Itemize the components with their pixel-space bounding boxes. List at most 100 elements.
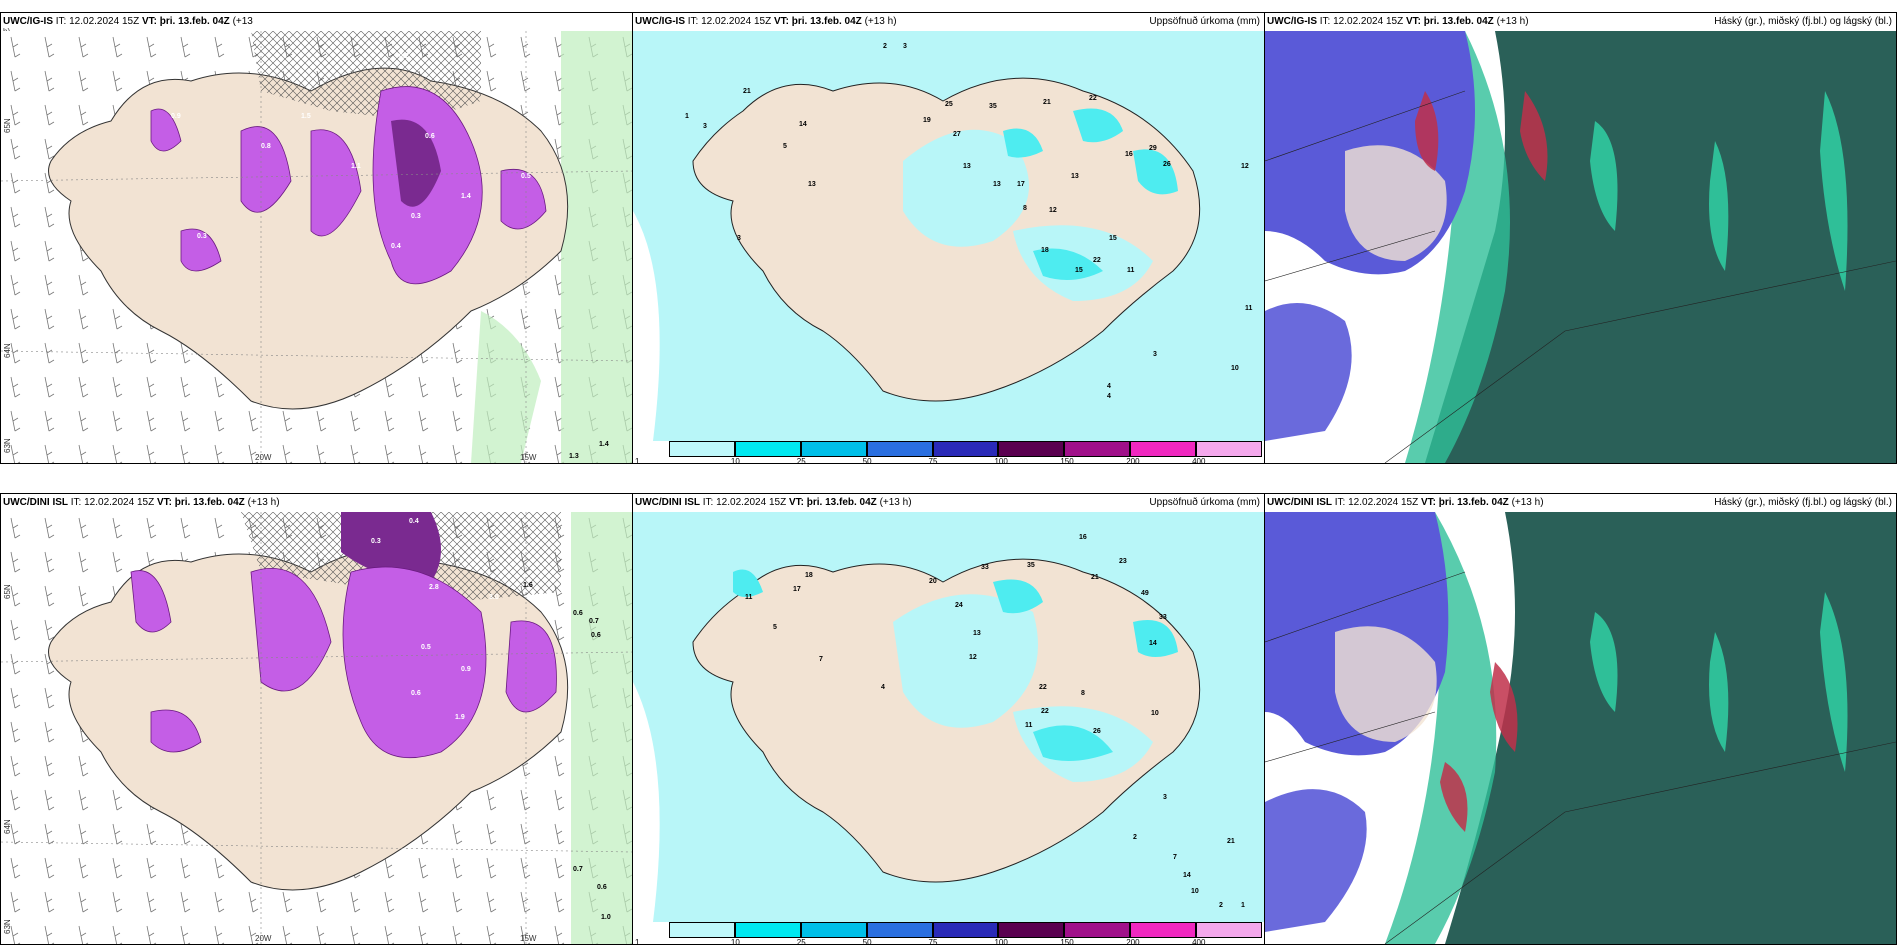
rain-value: 0.6 <box>597 884 607 891</box>
lon-label: 20W <box>255 453 272 462</box>
precip-colorbar: 1 10 25 50 75 100 150 200 400 <box>633 441 1264 463</box>
colorbar-tick-label: 200 <box>1126 938 1140 945</box>
colorbar-swatch <box>866 441 933 457</box>
colorbar-tick-label: 10 <box>730 457 740 464</box>
precip-value: 4 <box>1107 383 1111 390</box>
precip-value: 16 <box>1125 151 1133 158</box>
precip-value: 1 <box>1241 902 1245 909</box>
precip-value: 10 <box>1151 710 1159 717</box>
lon-label: 20W <box>255 934 272 943</box>
precip-value: 5 <box>773 624 777 631</box>
snow-value: 0.9 <box>171 113 181 120</box>
precip-value: 22 <box>1093 257 1101 264</box>
precip-value: 4 <box>1107 393 1111 400</box>
panel-title: UWC/IG-IS IT: 12.02.2024 15Z VT: þri. 13… <box>633 13 1264 31</box>
wind-snow-map <box>1 31 632 463</box>
snow-value: 0.3 <box>371 538 381 545</box>
precip-value: 3 <box>703 123 707 130</box>
rain-value: 0.7 <box>589 618 599 625</box>
precip-value: 10 <box>1231 365 1239 372</box>
panel-title: UWC/DINI ISL IT: 12.02.2024 15Z VT: þri.… <box>3 497 280 508</box>
wind-snow-map <box>1 512 632 944</box>
precip-value: 12 <box>969 654 977 661</box>
precip-value: 3 <box>1163 794 1167 801</box>
panel-field-label: Háský (gr.), miðský (fj.bl.) og lágský (… <box>1714 16 1892 27</box>
precip-value: 33 <box>981 564 989 571</box>
rain-value: 0.7 <box>573 866 583 873</box>
precip-value: 5 <box>783 143 787 150</box>
lat-label: 65N <box>3 584 12 599</box>
precip-value: 14 <box>1183 872 1191 879</box>
snow-value: 0.5 <box>421 644 431 651</box>
colorbar-swatch <box>866 922 933 938</box>
precip-colorbar: 1 10 25 50 75 100 150 200 400 <box>633 922 1264 944</box>
precip-value: 35 <box>989 103 997 110</box>
colorbar-tick-label: 150 <box>1060 938 1074 945</box>
precip-value: 7 <box>1173 854 1177 861</box>
precip-value: 8 <box>1081 690 1085 697</box>
panel-field-label: Háský (gr.), miðský (fj.bl.) og lágský (… <box>1714 497 1892 508</box>
precip-value: 26 <box>1163 161 1171 168</box>
rain-value: 0.6 <box>573 610 583 617</box>
snow-value: 3.0 <box>489 594 499 601</box>
precip-value: 17 <box>793 586 801 593</box>
precip-value: 25 <box>945 101 953 108</box>
precip-value: 13 <box>1071 173 1079 180</box>
snow-value: 1.1 <box>351 163 361 170</box>
snow-value: 0.5 <box>521 173 531 180</box>
precip-value: 29 <box>1149 145 1157 152</box>
lon-label: 15W <box>520 934 537 943</box>
snow-value: 0.6 <box>411 690 421 697</box>
precip-value: 2 <box>883 43 887 50</box>
precip-value: 26 <box>1093 728 1101 735</box>
snow-value: 0.9 <box>461 666 471 673</box>
precip-value: 15 <box>1109 235 1117 242</box>
precip-value: 13 <box>808 181 816 188</box>
panel-field-label: Uppsöfnuð úrkoma (mm) <box>1149 497 1260 508</box>
precip-map <box>633 31 1264 441</box>
panel-title: UWC/IG-IS IT: 12.02.2024 15Z VT: þri. 13… <box>3 16 253 27</box>
colorbar-swatch <box>1196 441 1262 457</box>
panel-field-label: Uppsöfnuð úrkoma (mm) <box>1149 16 1260 27</box>
snow-value: 2.8 <box>429 584 439 591</box>
precip-value: 20 <box>929 578 937 585</box>
precip-value: 21 <box>743 88 751 95</box>
rain-value: 1.0 <box>601 914 611 921</box>
precip-value: 12 <box>1049 207 1057 214</box>
precip-value: 22 <box>1041 708 1049 715</box>
colorbar-tick-label: 50 <box>862 938 872 945</box>
snow-value: 0.6 <box>425 133 435 140</box>
precip-value: 13 <box>993 181 1001 188</box>
precip-value: 1 <box>685 113 689 120</box>
rain-value: 1.4 <box>599 441 609 448</box>
lon-label: 15W <box>520 453 537 462</box>
rain-value: 0.6 <box>591 632 601 639</box>
colorbar-swatch <box>669 922 735 938</box>
precip-value: 27 <box>953 131 961 138</box>
panel-title: UWC/IG-IS IT: 12.02.2024 15Z VT: þri. 13… <box>1265 13 1896 31</box>
panel-clouds-bottom: UWC/DINI ISL IT: 12.02.2024 15Z VT: þri.… <box>1264 493 1897 945</box>
colorbar-swatch <box>932 441 999 457</box>
precip-value: 11 <box>1245 305 1253 312</box>
precip-value: 14 <box>799 121 807 128</box>
precip-value: 2 <box>1133 834 1137 841</box>
precip-value: 22 <box>1089 95 1097 102</box>
precip-value: 3 <box>1153 351 1157 358</box>
snow-value: 0.4 <box>391 243 401 250</box>
colorbar-swatch <box>734 922 801 938</box>
precip-value: 18 <box>1041 247 1049 254</box>
precip-value: 23 <box>1119 558 1127 565</box>
precip-value: 17 <box>1017 181 1025 188</box>
precip-value: 49 <box>1141 590 1149 597</box>
snow-value: 1.4 <box>461 193 471 200</box>
colorbar-swatch <box>1130 922 1197 938</box>
precip-value: 15 <box>1075 267 1083 274</box>
rain-value: 1.3 <box>569 453 579 460</box>
colorbar-swatch <box>1130 441 1197 457</box>
lat-label: 64N <box>3 343 12 358</box>
panel-title: UWC/DINI ISL IT: 12.02.2024 15Z VT: þri.… <box>633 494 1264 512</box>
colorbar-tick-label: 150 <box>1060 457 1074 464</box>
precip-value: 10 <box>1191 888 1199 895</box>
colorbar-tick-label: 75 <box>928 938 938 945</box>
lat-label: 63N <box>3 919 12 934</box>
